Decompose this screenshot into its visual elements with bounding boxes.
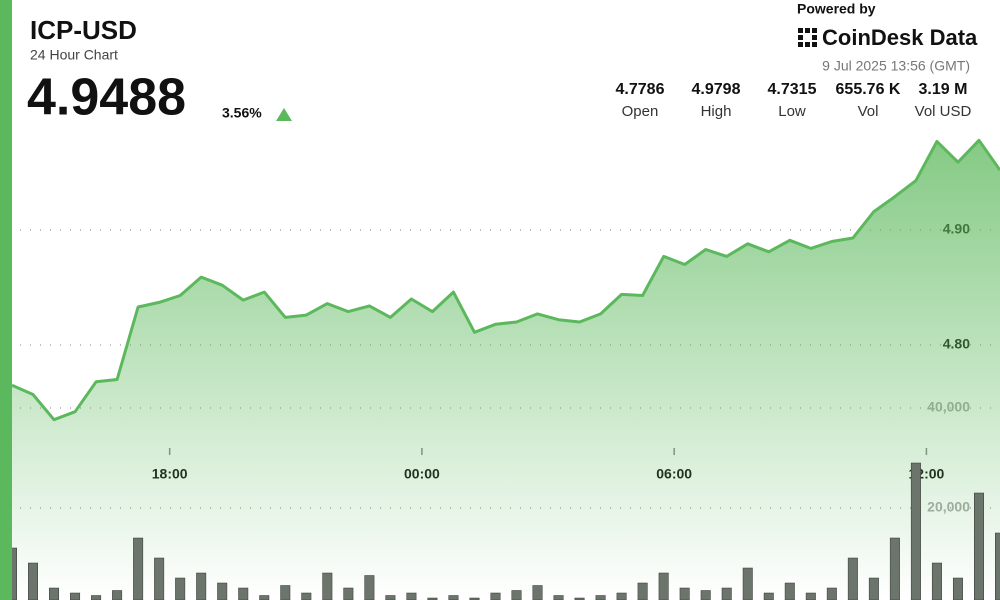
volume-bar	[469, 597, 480, 600]
volume-bar	[742, 567, 753, 600]
volume-bar	[721, 587, 732, 600]
stat-label: Vol USD	[915, 103, 972, 120]
up-arrow	[276, 108, 292, 121]
volume-bar	[28, 562, 39, 600]
volume-bar	[995, 532, 1000, 600]
volume-bar	[847, 557, 858, 600]
volume-bar	[448, 595, 459, 600]
volume-bar	[532, 585, 543, 600]
stat-value: 4.7786	[616, 81, 665, 98]
chart-title: ICP-USD	[30, 15, 137, 45]
volume-bar	[70, 592, 81, 600]
volume-bar	[49, 587, 60, 600]
price-area	[12, 140, 1000, 600]
volume-bar	[385, 595, 396, 600]
volume-bar	[406, 592, 417, 600]
stat-value: 4.9798	[692, 81, 741, 98]
price: 4.9488	[27, 69, 186, 127]
brand-icon	[798, 28, 817, 47]
volume-bar	[322, 572, 333, 600]
volume-bar	[364, 575, 375, 600]
timestamp: 9 Jul 2025 13:56 (GMT)	[822, 58, 970, 74]
volume-bar	[511, 590, 522, 600]
volume-bar	[826, 587, 837, 600]
volume-bar	[805, 592, 816, 600]
volume-bar	[868, 577, 879, 600]
stat-value: 655.76 K	[836, 81, 901, 98]
volume-bar	[910, 462, 921, 600]
volume-bar	[763, 592, 774, 600]
brand: CoinDesk Data	[822, 25, 978, 50]
powered-by: Powered by	[797, 1, 876, 17]
stat-value: 4.7315	[768, 81, 817, 98]
volume-bar	[679, 587, 690, 600]
volume-bar	[973, 492, 984, 600]
volume-bar	[700, 590, 711, 600]
stat-label: Vol	[858, 103, 879, 120]
volume-bar	[595, 595, 606, 600]
subtitle: 24 Hour Chart	[30, 47, 118, 63]
volume-bar	[637, 582, 648, 600]
price-line	[11, 138, 1000, 422]
volume-bar	[175, 577, 186, 600]
volume-bar	[889, 537, 900, 600]
volume-bar	[574, 597, 585, 600]
volume-bar	[784, 582, 795, 600]
stat-value: 3.19 M	[919, 81, 968, 98]
volume-bar	[112, 590, 123, 600]
stat-label: Low	[778, 103, 806, 120]
volume-bar	[553, 595, 564, 600]
volume-bar	[154, 557, 165, 600]
stat-label: Open	[622, 103, 659, 120]
volume-bar	[259, 595, 270, 600]
stat-label: High	[701, 103, 732, 120]
volume-bar	[490, 592, 501, 600]
volume-bar	[931, 562, 942, 600]
volume-bar	[343, 587, 354, 600]
volume-bar	[280, 585, 291, 600]
volume-bar	[658, 572, 669, 600]
volume-bar	[238, 587, 249, 600]
volume-bar	[196, 572, 207, 600]
volume-bar	[133, 537, 144, 600]
volume-bar	[952, 577, 963, 600]
volume-bar	[301, 592, 312, 600]
volume-bar	[217, 582, 228, 600]
volume-bar	[616, 592, 627, 600]
change: 3.56%	[222, 105, 262, 121]
volume-bar	[427, 597, 438, 600]
accent-bar	[0, 0, 12, 600]
volume-bar	[91, 595, 102, 600]
